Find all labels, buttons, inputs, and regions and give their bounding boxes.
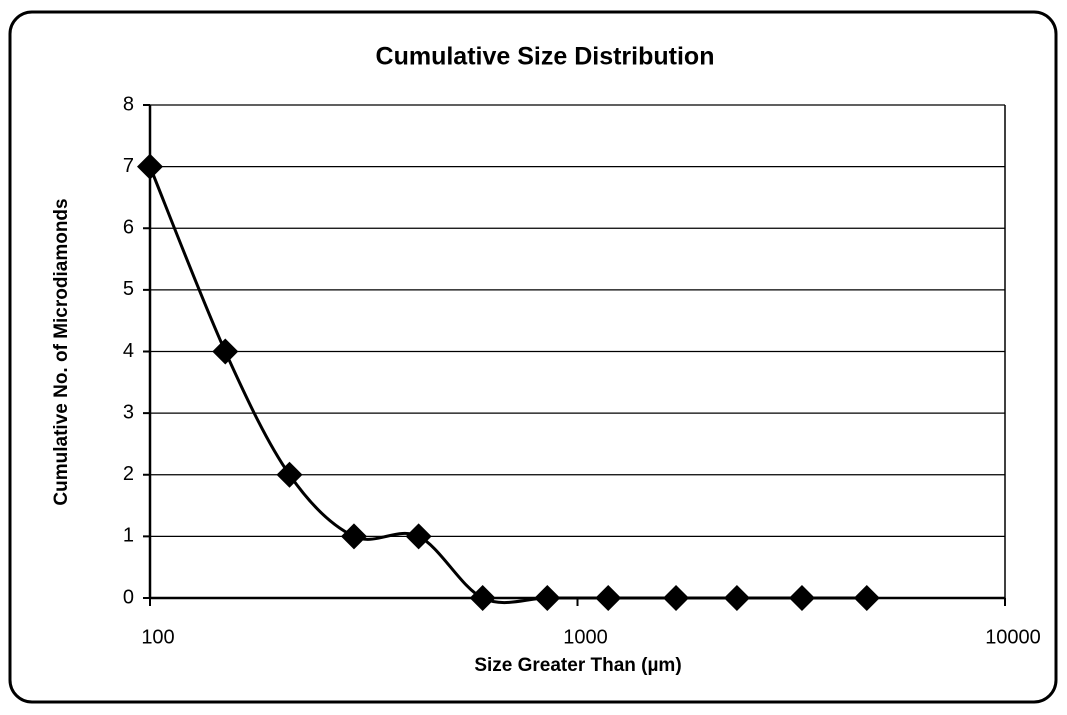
- marker: [276, 461, 303, 488]
- marker: [340, 523, 367, 550]
- y-tick-label: 3: [123, 401, 134, 423]
- y-tick-label: 8: [123, 93, 134, 115]
- marker: [723, 585, 750, 611]
- marker: [663, 585, 690, 611]
- y-tick-label: 4: [123, 340, 134, 362]
- x-axis-label: Size Greater Than (µm): [474, 655, 681, 676]
- y-tick-label: 7: [123, 155, 134, 177]
- x-tick-label: 10000: [985, 626, 1041, 648]
- y-tick-label: 5: [123, 278, 134, 300]
- marker: [595, 585, 622, 611]
- marker: [788, 585, 815, 611]
- marker: [534, 585, 561, 611]
- x-tick-label: 1000: [563, 626, 608, 648]
- y-tick-label: 0: [123, 586, 134, 608]
- x-tick-label: 100: [141, 626, 174, 648]
- chart-frame: [8, 10, 1058, 704]
- marker: [469, 585, 496, 611]
- marker: [853, 585, 880, 611]
- y-tick-label: 1: [123, 525, 134, 547]
- y-axis-label: Cumulative No. of Microdiamonds: [51, 198, 72, 505]
- marker: [212, 338, 239, 365]
- y-tick-label: 2: [123, 463, 134, 485]
- chart-title: Cumulative Size Distribution: [376, 43, 715, 71]
- y-tick-label: 6: [123, 217, 134, 239]
- marker: [137, 153, 163, 180]
- marker: [405, 523, 432, 550]
